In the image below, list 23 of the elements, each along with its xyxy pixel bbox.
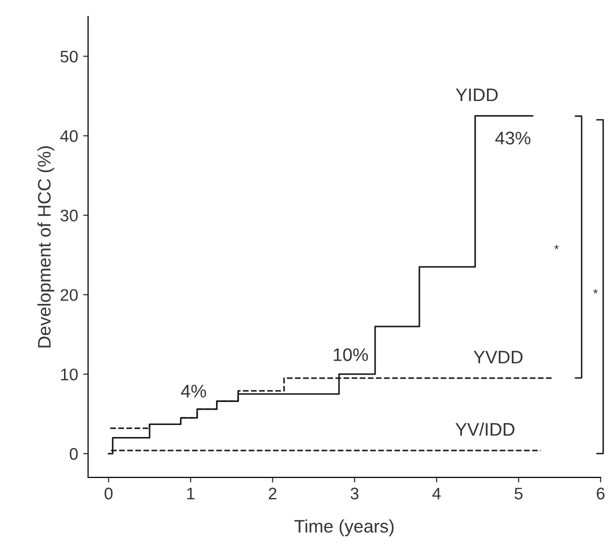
annotation: 43% xyxy=(495,132,530,144)
y-tick-label: 10 xyxy=(61,368,78,380)
x-tick-label: 2 xyxy=(268,488,276,500)
annotation: 10% xyxy=(334,348,368,362)
annotation: * xyxy=(593,289,598,294)
x-tick-label: 0 xyxy=(104,488,113,500)
x-tick-label: 3 xyxy=(350,488,358,500)
y-tick-label: 20 xyxy=(60,289,78,301)
x-tick-label: 4 xyxy=(432,488,441,500)
y-tick-label: 50 xyxy=(60,50,78,62)
y-tick-label: 30 xyxy=(60,210,78,222)
y-tick-label: 0 xyxy=(70,448,78,460)
series-label: YVDD xyxy=(474,350,523,364)
annotation: * xyxy=(554,244,559,250)
y-tick-label: 40 xyxy=(60,130,78,142)
x-axis-title: Time (years) xyxy=(294,519,394,536)
series-label: YV/IDD xyxy=(455,422,514,436)
annotation: 4% xyxy=(181,384,206,398)
series-label: YIDD xyxy=(456,88,498,102)
y-axis-title: Development of HCC (%) xyxy=(37,146,54,348)
x-tick-label: 5 xyxy=(514,488,523,500)
x-tick-label: 6 xyxy=(596,488,604,500)
x-tick-label: 1 xyxy=(187,488,194,500)
